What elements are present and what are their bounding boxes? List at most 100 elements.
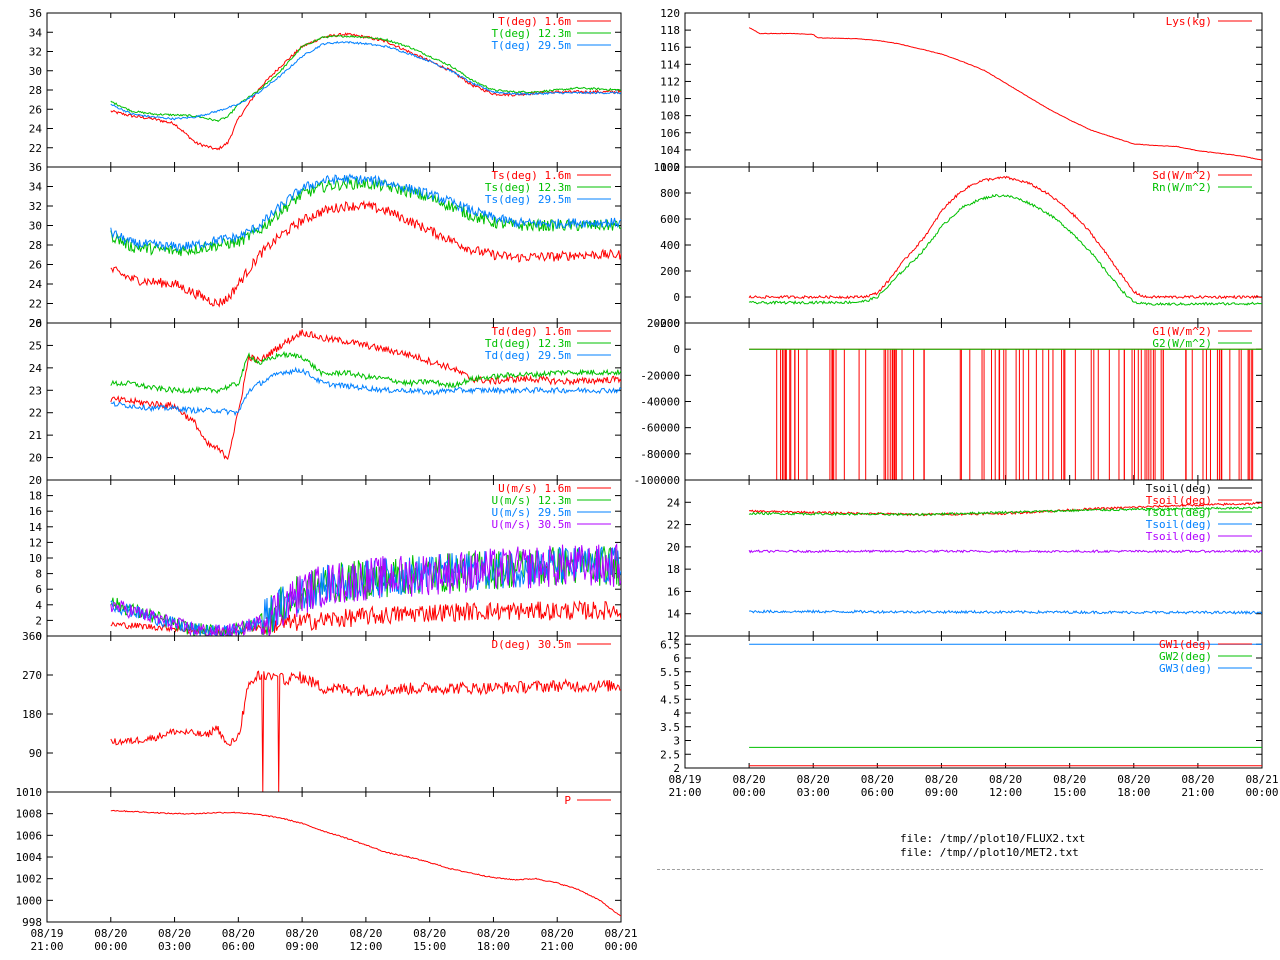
legend-label: T(deg) 1.6m bbox=[498, 15, 571, 28]
y-tick-label: 0 bbox=[35, 630, 42, 643]
y-tick-label: 14 bbox=[667, 608, 681, 621]
y-tick-label: 1010 bbox=[16, 786, 43, 799]
y-tick-label: 30 bbox=[29, 220, 42, 233]
panel-frame bbox=[46, 635, 622, 793]
y-tick-label: 28 bbox=[29, 239, 42, 252]
x-tick-time: 15:00 bbox=[1053, 786, 1086, 799]
legend-label: Td(deg) 12.3m bbox=[485, 337, 571, 350]
panel-gw: 22.533.544.555.566.5 GW1(deg)GW2(deg)GW3(… bbox=[660, 635, 1279, 799]
x-tick-date: 08/20 bbox=[94, 927, 127, 940]
x-tick-date: 08/20 bbox=[1053, 773, 1086, 786]
panel-frame bbox=[684, 635, 1263, 769]
series-line-ts-0 bbox=[110, 199, 621, 308]
y-tick-label: 1000 bbox=[16, 894, 43, 907]
y-tick-label: 0 bbox=[673, 291, 680, 304]
y-tick-label: 20 bbox=[667, 541, 680, 554]
x-tick-date: 08/20 bbox=[1117, 773, 1150, 786]
y-tick-label: 25 bbox=[29, 339, 42, 352]
series-group bbox=[110, 670, 621, 792]
legend-label: Tsoil(deg) bbox=[1146, 494, 1212, 507]
x-tick-time: 21:00 bbox=[30, 940, 63, 953]
legend-label: U(m/s) 29.5m bbox=[492, 506, 572, 519]
y-tick-label: 14 bbox=[29, 521, 43, 534]
x-tick-time: 06:00 bbox=[222, 940, 255, 953]
series-group bbox=[748, 502, 1262, 616]
y-tick-label: 18 bbox=[29, 490, 42, 503]
y-tick-label: 1002 bbox=[16, 873, 43, 886]
legend-label: D(deg) 30.5m bbox=[492, 638, 572, 651]
legend-label: GW1(deg) bbox=[1159, 638, 1212, 651]
x-tick-date: 08/20 bbox=[413, 927, 446, 940]
series-line-ts-2 bbox=[110, 173, 621, 252]
y-tick-label: 110 bbox=[660, 93, 680, 106]
legend-label: U(m/s) 12.3m bbox=[492, 494, 572, 507]
y-tick-label: 1004 bbox=[16, 851, 43, 864]
legend-label: G1(W/m^2) bbox=[1152, 325, 1212, 338]
y-tick-label: 23 bbox=[29, 384, 42, 397]
series-line-sd-1 bbox=[748, 194, 1262, 307]
y-tick-label: 108 bbox=[660, 110, 680, 123]
series-line-u-3 bbox=[110, 542, 621, 636]
legend-label: Td(deg) 29.5m bbox=[485, 349, 571, 362]
y-tick-label: 20000 bbox=[647, 317, 680, 330]
y-tick-label: 32 bbox=[29, 200, 42, 213]
y-tick-label: 18 bbox=[667, 563, 680, 576]
series-group bbox=[749, 643, 1262, 767]
y-tick-label: 12 bbox=[29, 536, 42, 549]
series-line-d-0 bbox=[110, 670, 621, 792]
legend-label: Rn(W/m^2) bbox=[1152, 181, 1212, 194]
y-tick-label: -200 bbox=[654, 317, 681, 330]
y-tick-label: 2 bbox=[673, 762, 680, 775]
legend-label: T(deg) 29.5m bbox=[492, 39, 572, 52]
y-tick-label: 1006 bbox=[16, 829, 43, 842]
x-tick-date: 08/20 bbox=[349, 927, 382, 940]
y-tick-label: 118 bbox=[660, 24, 680, 37]
legend-label: GW2(deg) bbox=[1159, 650, 1212, 663]
y-tick-label: 0 bbox=[673, 343, 680, 356]
source-files: file: /tmp//plot10/FLUX2.txt file: /tmp/… bbox=[900, 832, 1180, 860]
source-file-met: file: /tmp//plot10/MET2.txt bbox=[900, 846, 1079, 859]
legend-label: U(m/s) 1.6m bbox=[498, 482, 571, 495]
x-tick-date: 08/20 bbox=[286, 927, 319, 940]
x-tick-date: 08/21 bbox=[604, 927, 637, 940]
y-tick-label: 12 bbox=[667, 630, 680, 643]
x-tick-date: 08/19 bbox=[668, 773, 701, 786]
y-tick-label: 3.5 bbox=[660, 721, 680, 734]
y-tick-label: 22 bbox=[29, 407, 42, 420]
y-tick-label: 112 bbox=[660, 75, 680, 88]
legend-label: G2(W/m^2) bbox=[1152, 337, 1212, 350]
x-tick-date: 08/20 bbox=[158, 927, 191, 940]
series-line-tsoil-4 bbox=[748, 549, 1262, 554]
y-tick-label: 116 bbox=[660, 41, 680, 54]
legend-label: Ts(deg) 12.3m bbox=[485, 181, 571, 194]
y-tick-label: 5 bbox=[673, 680, 680, 693]
x-tick-date: 08/21 bbox=[1245, 773, 1278, 786]
series-line-t-2 bbox=[110, 40, 621, 121]
y-tick-label: 2 bbox=[35, 614, 42, 627]
y-tick-label: 24 bbox=[29, 362, 43, 375]
y-tick-label: 1000 bbox=[654, 161, 681, 174]
y-tick-label: 28 bbox=[29, 84, 42, 97]
x-tick-time: 21:00 bbox=[541, 940, 574, 953]
y-tick-label: 20 bbox=[29, 452, 42, 465]
y-tick-label: 10 bbox=[29, 552, 42, 565]
series-group bbox=[110, 809, 621, 917]
x-tick-date: 08/20 bbox=[797, 773, 830, 786]
y-tick-label: 6.5 bbox=[660, 638, 680, 651]
y-tick-label: 22 bbox=[29, 298, 42, 311]
x-tick-time: 21:00 bbox=[1181, 786, 1214, 799]
y-tick-label: 30 bbox=[29, 65, 42, 78]
x-tick-time: 21:00 bbox=[668, 786, 701, 799]
panel-u: 0 2 4 6 8 10 12 14 16 18 20 U(m/s) 1.6mU(m/s) 12.3m… bbox=[29, 474, 622, 643]
x-tick-date: 08/20 bbox=[222, 927, 255, 940]
y-tick-label: 22 bbox=[29, 142, 42, 155]
x-tick-date: 08/20 bbox=[541, 927, 574, 940]
x-tick-date: 08/19 bbox=[30, 927, 63, 940]
x-tick-date: 08/20 bbox=[477, 927, 510, 940]
legend-label: GW3(deg) bbox=[1159, 662, 1212, 675]
series-line-td-2 bbox=[110, 366, 621, 417]
y-tick-label: 360 bbox=[22, 630, 42, 643]
x-tick-time: 03:00 bbox=[158, 940, 191, 953]
y-tick-label: 5.5 bbox=[660, 666, 680, 679]
x-tick-time: 12:00 bbox=[989, 786, 1022, 799]
